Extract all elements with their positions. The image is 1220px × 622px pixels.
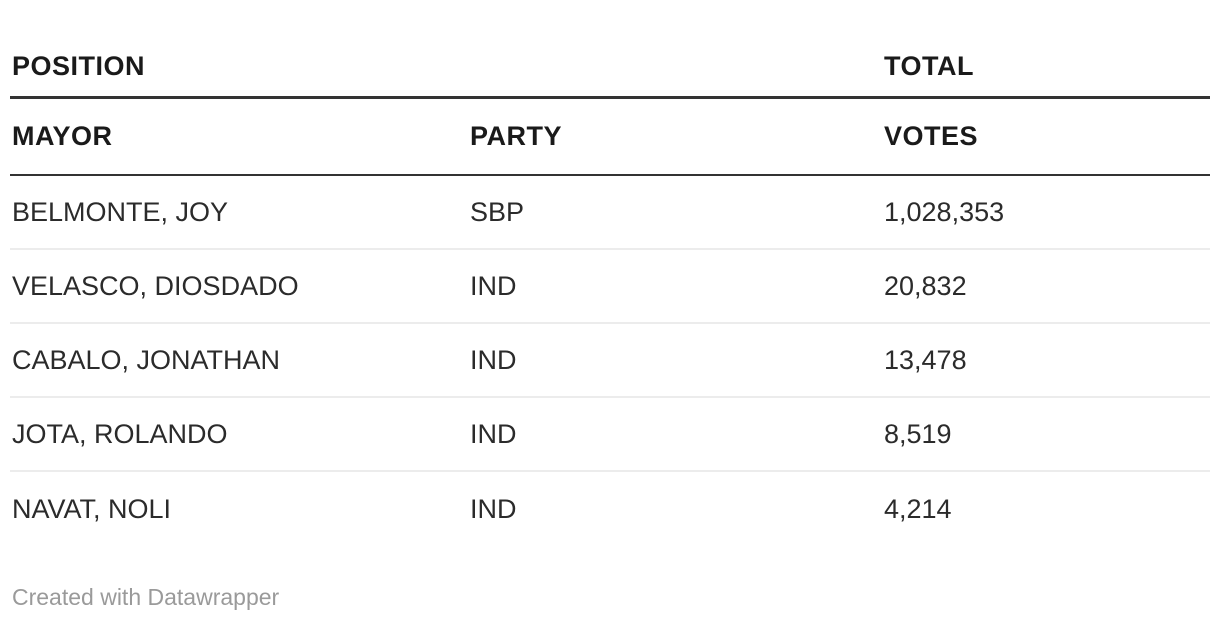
candidate-party: IND xyxy=(470,344,517,375)
table-row: JOTA, ROLANDO IND 8,519 xyxy=(10,398,1210,472)
table-row: BELMONTE, JOY SBP 1,028,353 xyxy=(10,176,1210,250)
candidate-votes: 13,478 xyxy=(884,344,967,375)
candidate-name: NAVAT, NOLI xyxy=(12,493,172,524)
column-header-party: PARTY xyxy=(470,121,563,151)
datawrapper-attribution-link[interactable]: Created with Datawrapper xyxy=(12,584,280,610)
column-header-votes: VOTES xyxy=(884,121,979,151)
candidate-party: IND xyxy=(470,270,517,301)
column-header-mayor: MAYOR xyxy=(12,121,113,151)
candidate-votes: 1,028,353 xyxy=(884,196,1005,227)
table-row: NAVAT, NOLI IND 4,214 xyxy=(10,472,1210,546)
candidate-party: SBP xyxy=(470,196,525,227)
election-results-table: POSITION TOTAL MAYOR PARTY VOTES BELMONT… xyxy=(10,0,1210,546)
candidate-name: VELASCO, DIOSDADO xyxy=(12,270,299,301)
table-row: CABALO, JONATHAN IND 13,478 xyxy=(10,324,1210,398)
group-header-total: TOTAL xyxy=(884,51,974,81)
candidate-party: IND xyxy=(470,493,517,524)
candidate-votes: 8,519 xyxy=(884,418,952,449)
table-row: VELASCO, DIOSDADO IND 20,832 xyxy=(10,250,1210,324)
candidate-votes: 4,214 xyxy=(884,493,952,524)
candidate-name: CABALO, JONATHAN xyxy=(12,344,281,375)
candidate-party: IND xyxy=(470,418,517,449)
candidate-votes: 20,832 xyxy=(884,270,967,301)
candidate-name: JOTA, ROLANDO xyxy=(12,418,228,449)
group-header-row: POSITION TOTAL xyxy=(10,0,1210,99)
group-header-position: POSITION xyxy=(12,51,146,81)
column-header-row: MAYOR PARTY VOTES xyxy=(10,99,1210,176)
candidate-name: BELMONTE, JOY xyxy=(12,196,229,227)
table-footer: Created with Datawrapper xyxy=(10,584,1210,611)
